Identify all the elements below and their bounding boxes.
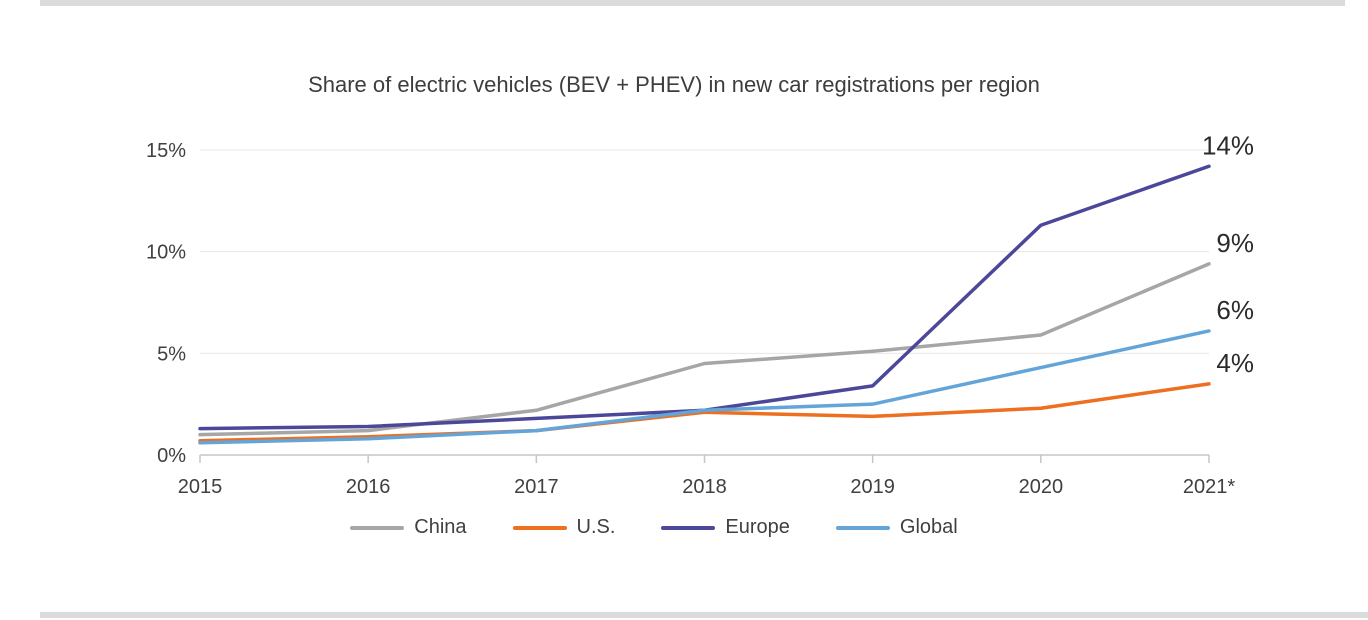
y-axis-tick-label: 5% <box>157 343 186 365</box>
legend-label-china: China <box>414 516 467 538</box>
x-axis-tick-label: 2020 <box>1019 476 1064 498</box>
series-line-global <box>198 329 1211 445</box>
legend-item-europe: Europe <box>661 516 790 539</box>
legend-item-us: U.S. <box>512 516 616 539</box>
chart-title: Share of electric vehicles (BEV + PHEV) … <box>308 72 1040 97</box>
y-axis-tick-label: 10% <box>146 242 186 264</box>
bottom-divider-strip <box>40 612 1368 618</box>
data-label-us: 4% <box>1216 348 1254 378</box>
legend-label-global: Global <box>899 516 958 538</box>
legend-label-europe: Europe <box>725 516 790 538</box>
series-line-europe <box>198 164 1211 431</box>
legend-label-us: U.S. <box>576 516 616 538</box>
y-axis-tick-label: 15% <box>146 140 186 162</box>
x-axis-tick-label: 2017 <box>514 476 559 498</box>
x-axis-tick-label: 2016 <box>346 476 391 498</box>
series-line-china <box>198 262 1211 437</box>
legend-line-swatch-global <box>835 525 890 530</box>
data-label-global: 6% <box>1216 295 1254 325</box>
legend-item-global: Global <box>835 516 958 539</box>
legend-line-swatch-china <box>350 525 405 530</box>
top-divider-strip <box>40 0 1345 6</box>
series-line-us <box>198 382 1211 443</box>
x-axis-tick-label: 2015 <box>178 476 223 498</box>
x-axis-tick-label: 2021* <box>1183 476 1235 498</box>
legend-item-china: China <box>350 516 467 539</box>
y-axis-tick-label: 0% <box>157 445 186 467</box>
legend-line-swatch-us <box>512 525 567 530</box>
chart-legend: China U.S. Europe Global <box>0 516 1308 539</box>
data-label-china: 9% <box>1216 228 1254 258</box>
x-axis-tick-label: 2019 <box>850 476 895 498</box>
data-label-europe: 14% <box>1202 130 1254 160</box>
legend-line-swatch-europe <box>661 525 716 530</box>
x-axis-tick-label: 2018 <box>682 476 727 498</box>
